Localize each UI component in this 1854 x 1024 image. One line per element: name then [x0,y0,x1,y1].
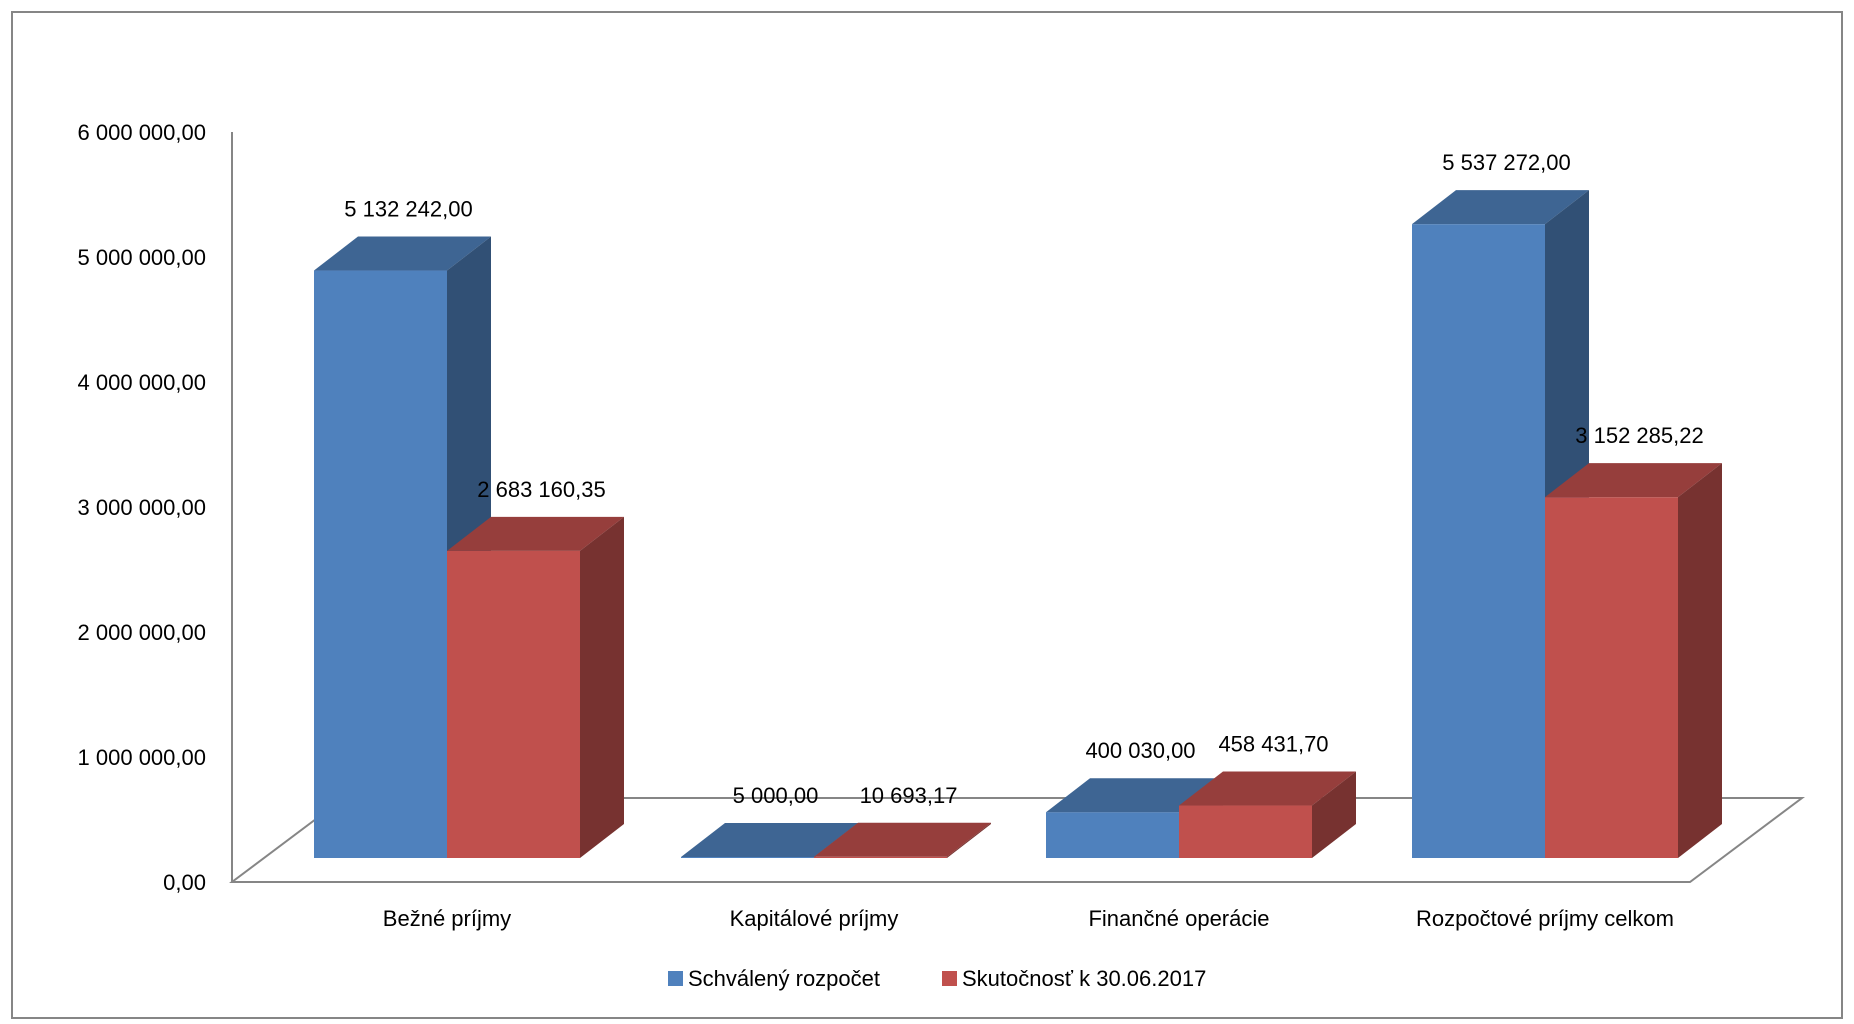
y-tick-label: 1 000 000,00 [78,745,206,770]
legend-label: Skutočnosť k 30.06.2017 [962,966,1206,991]
data-label: 5 000,00 [733,783,819,808]
bar-front [1545,497,1678,858]
bar-side [1312,771,1356,858]
category-label: Rozpočtové príjmy celkom [1416,906,1674,931]
bar-front [814,856,947,858]
data-label: 10 693,17 [860,783,958,808]
bar-side [580,516,624,858]
bar-front [1412,224,1545,858]
data-label: 5 537 272,00 [1442,150,1570,175]
bar-top [1545,463,1722,498]
y-tick-label: 5 000 000,00 [78,245,206,270]
y-axis: 0,00 1 000 000,00 2 000 000,00 3 000 000,00… [78,120,206,895]
bar-front [314,270,447,858]
bar-top [1179,771,1356,806]
y-tick-label: 2 000 000,00 [78,620,206,645]
y-tick-label: 4 000 000,00 [78,370,206,395]
bar-front [1046,812,1179,858]
bar-front [1179,805,1312,858]
bar-top [1046,778,1223,813]
bars [314,190,1722,859]
bar-top [447,516,624,551]
bar-skutocnost-1 [814,822,991,858]
legend-label: Schválený rozpočet [688,966,880,991]
bar-front [447,550,580,858]
bar-top [814,822,991,857]
plot-floor [229,797,1805,883]
bar-side [1678,463,1722,858]
data-label: 2 683 160,35 [477,477,605,502]
bar-side [947,822,991,858]
category-label: Kapitálové príjmy [730,906,899,931]
bar-schvaleny-rozpocet-2 [1046,778,1223,858]
data-label: 400 030,00 [1085,738,1195,763]
plot-walls [229,132,1805,883]
bar-front [681,857,814,858]
y-tick-label: 0,00 [163,870,206,895]
data-labels: 5 132 242,00 2 683 160,35 5 000,00 10 693,1… [344,150,1703,808]
legend-swatch [942,971,957,986]
bar-skutocnost-0 [447,516,624,858]
y-tick-label: 6 000 000,00 [78,120,206,145]
data-label: 5 132 242,00 [344,197,472,222]
category-label: Finančné operácie [1088,906,1269,931]
category-label: Bežné príjmy [383,906,511,931]
y-tick-label: 3 000 000,00 [78,495,206,520]
legend: Schválený rozpočet Skutočnosť k 30.06.201… [668,966,1206,991]
data-label: 3 152 285,22 [1575,423,1703,448]
category-labels: Bežné príjmy Kapitálové príjmy Finančné op… [383,906,1674,931]
legend-swatch [668,971,683,986]
bar-top [681,823,858,857]
bar-skutocnost-2 [1179,771,1356,858]
bar-top [314,236,491,271]
data-label: 458 431,70 [1218,732,1328,757]
bar-skutocnost-3 [1545,463,1722,858]
bar-top [1412,190,1589,225]
